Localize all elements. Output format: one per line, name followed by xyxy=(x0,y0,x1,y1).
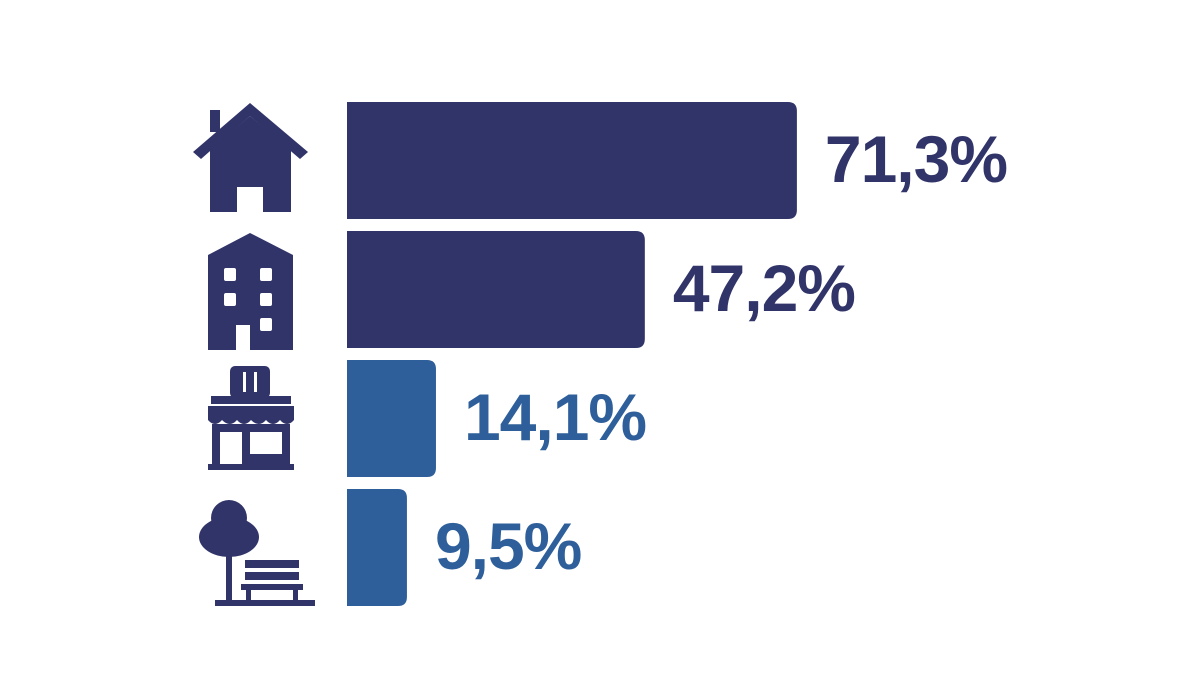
park-icon xyxy=(199,500,315,606)
shop-icon xyxy=(208,366,294,470)
icons xyxy=(193,103,315,606)
bar xyxy=(347,489,407,606)
building-icon xyxy=(208,233,293,350)
house-icon xyxy=(193,103,308,212)
value-label: 71,3% xyxy=(825,122,1007,196)
value-label: 9,5% xyxy=(435,509,581,583)
bar xyxy=(347,231,645,348)
value-label: 47,2% xyxy=(673,251,855,325)
bar xyxy=(347,102,797,219)
bar xyxy=(347,360,436,477)
value-label: 14,1% xyxy=(464,380,646,454)
